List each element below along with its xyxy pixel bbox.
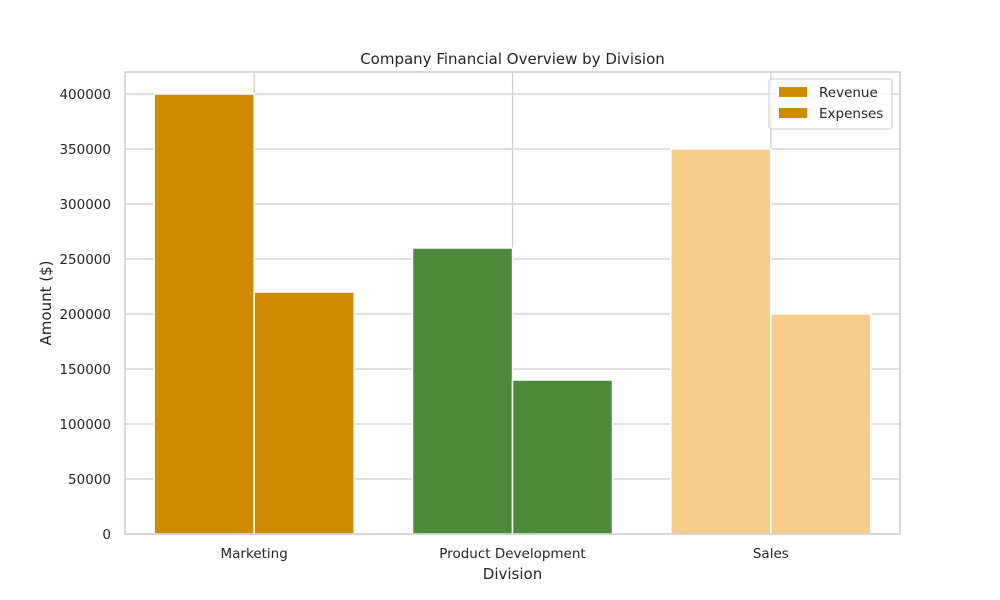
y-ticks: 0 50000 100000 150000 200000 250000 300000 3500… bbox=[59, 87, 111, 543]
x-tick-label: Product Development bbox=[439, 546, 585, 562]
bar-expenses bbox=[253, 291, 355, 535]
y-tick-label: 150000 bbox=[59, 362, 111, 378]
y-tick-label: 200000 bbox=[59, 307, 111, 323]
legend: Revenue Expenses bbox=[768, 78, 893, 130]
y-axis-label: Amount ($) bbox=[37, 261, 55, 346]
y-tick-label: 100000 bbox=[59, 417, 111, 433]
y-tick-label: 400000 bbox=[59, 87, 111, 103]
bar-revenue bbox=[670, 148, 772, 535]
legend-label-expenses: Expenses bbox=[819, 106, 883, 122]
bar-revenue bbox=[153, 93, 255, 535]
y-tick-label: 350000 bbox=[59, 142, 111, 158]
chart-title: Company Financial Overview by Division bbox=[360, 50, 665, 68]
y-tick-label: 250000 bbox=[59, 252, 111, 268]
bar-expenses bbox=[511, 379, 614, 535]
x-ticks: Marketing Product Development Sales bbox=[221, 546, 789, 562]
legend-swatch-expenses bbox=[779, 108, 807, 118]
y-tick-label: 50000 bbox=[68, 472, 111, 488]
bar-revenue bbox=[411, 247, 514, 535]
bars-layer bbox=[153, 93, 872, 535]
bar-expenses bbox=[770, 313, 872, 535]
plot-frame bbox=[124, 71, 901, 535]
x-tick-label: Marketing bbox=[221, 546, 288, 562]
x-tick-label: Sales bbox=[753, 546, 789, 562]
legend-swatch-revenue bbox=[779, 87, 807, 97]
x-axis-label: Division bbox=[483, 565, 542, 583]
y-tick-label: 0 bbox=[102, 527, 111, 543]
legend-label-revenue: Revenue bbox=[819, 85, 878, 101]
y-tick-label: 300000 bbox=[59, 197, 111, 213]
